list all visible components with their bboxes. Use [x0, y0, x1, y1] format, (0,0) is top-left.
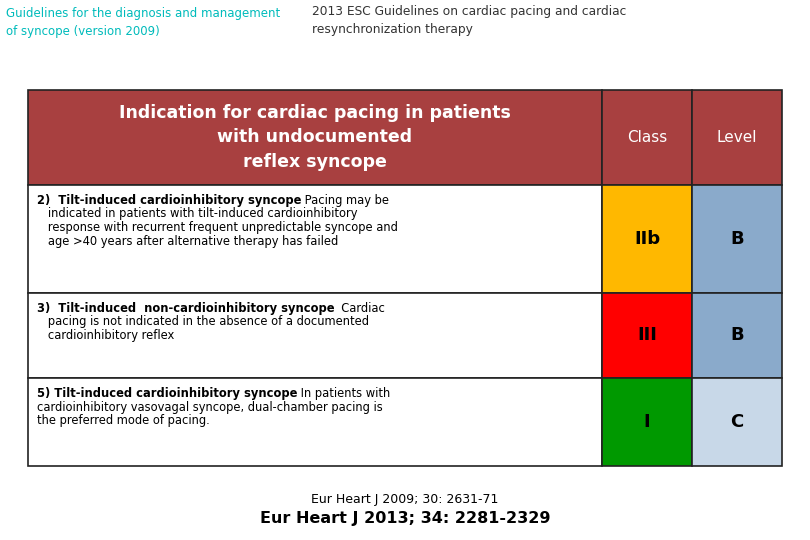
Text: 5) Tilt-induced cardioinhibitory syncope: 5) Tilt-induced cardioinhibitory syncope — [37, 387, 297, 400]
Text: 2013 ESC Guidelines on cardiac pacing and cardiac
resynchronization therapy: 2013 ESC Guidelines on cardiac pacing an… — [312, 5, 626, 37]
Text: pacing is not indicated in the absence of a documented: pacing is not indicated in the absence o… — [37, 315, 369, 328]
Bar — [602, 293, 692, 378]
Text: Guidelines for the diagnosis and management
of syncope (version 2009): Guidelines for the diagnosis and managem… — [6, 7, 280, 38]
Bar — [28, 90, 602, 185]
Text: I: I — [644, 413, 650, 431]
Text: response with recurrent frequent unpredictable syncope and: response with recurrent frequent unpredi… — [37, 221, 398, 234]
Text: cardioinhibitory vasovagal syncope, dual-chamber pacing is: cardioinhibitory vasovagal syncope, dual… — [37, 401, 383, 414]
Bar — [692, 378, 782, 466]
Text: III: III — [637, 327, 657, 345]
Bar — [692, 185, 782, 293]
Text: the preferred mode of pacing.: the preferred mode of pacing. — [37, 414, 210, 427]
Text: Cardiac: Cardiac — [335, 302, 386, 315]
Text: Class: Class — [627, 130, 667, 145]
Text: IIb: IIb — [634, 230, 660, 248]
Bar — [28, 185, 602, 293]
Text: C: C — [731, 413, 744, 431]
Text: 2)  Tilt-induced cardioinhibitory syncope: 2) Tilt-induced cardioinhibitory syncope — [37, 194, 301, 207]
Bar — [602, 378, 692, 466]
Bar — [602, 90, 692, 185]
Text: Level: Level — [717, 130, 757, 145]
Text: B: B — [730, 327, 744, 345]
Text: 3)  Tilt-induced  non-cardioinhibitory syncope: 3) Tilt-induced non-cardioinhibitory syn… — [37, 302, 335, 315]
Text: B: B — [730, 230, 744, 248]
Bar — [28, 293, 602, 378]
Text: age >40 years after alternative therapy has failed: age >40 years after alternative therapy … — [37, 234, 339, 247]
Text: Indication for cardiac pacing in patients
with undocumented
reflex syncope: Indication for cardiac pacing in patient… — [119, 104, 511, 171]
Text: indicated in patients with tilt-induced cardioinhibitory: indicated in patients with tilt-induced … — [37, 207, 357, 220]
Text: Pacing may be: Pacing may be — [301, 194, 390, 207]
Bar — [602, 185, 692, 293]
Text: In patients with: In patients with — [297, 387, 390, 400]
Bar — [28, 378, 602, 466]
Bar — [692, 90, 782, 185]
Text: cardioinhibitory reflex: cardioinhibitory reflex — [37, 329, 174, 342]
Text: Eur Heart J 2009; 30: 2631-71: Eur Heart J 2009; 30: 2631-71 — [311, 494, 499, 507]
Bar — [692, 293, 782, 378]
Text: Eur Heart J 2013; 34: 2281-2329: Eur Heart J 2013; 34: 2281-2329 — [260, 510, 550, 525]
